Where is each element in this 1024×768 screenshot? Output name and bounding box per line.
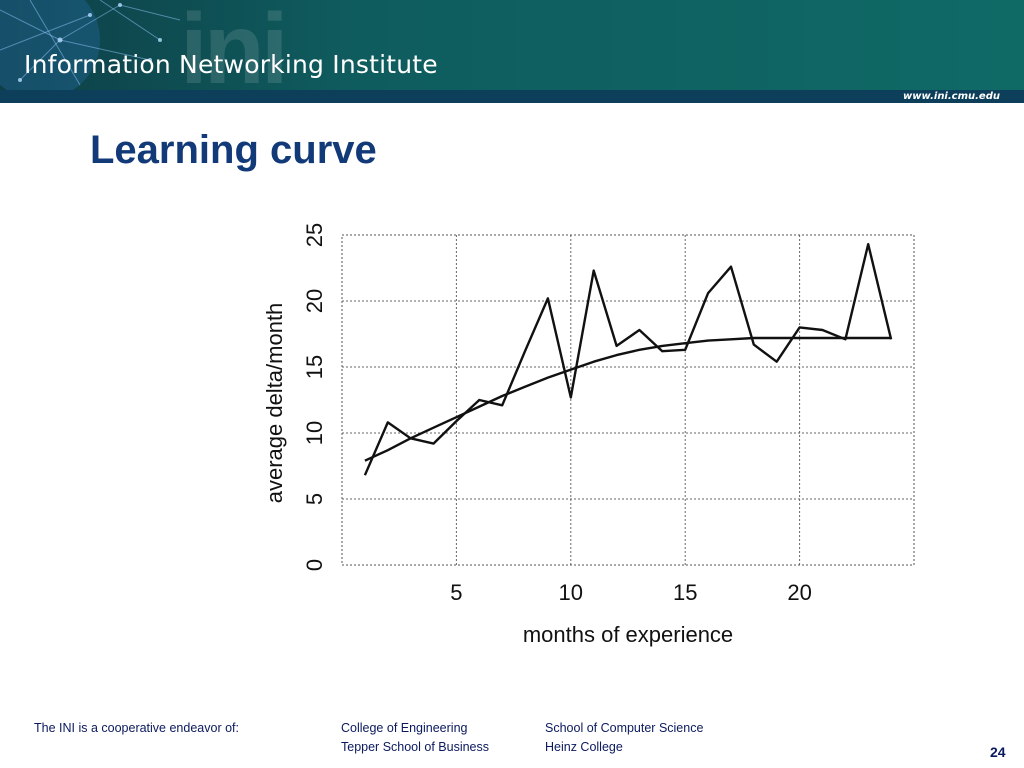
page-number: 24	[990, 744, 1006, 760]
footer-college-engineering[interactable]: College of Engineering	[341, 721, 468, 735]
x-tick-label-15: 15	[673, 580, 697, 605]
y-tick-label-25: 25	[302, 223, 327, 247]
ini-logo-watermark: ini	[180, 0, 289, 90]
network-globe-icon	[0, 0, 181, 90]
y-axis-label: average delta/month	[262, 303, 287, 504]
chart-grid	[342, 234, 914, 566]
y-tick-labels: 0 5 10 15 20 25	[302, 223, 327, 571]
y-tick-label-10: 10	[302, 421, 327, 445]
header-strip: www.ini.cmu.edu	[0, 90, 1024, 103]
slide-title: Learning curve	[90, 128, 377, 172]
footer-tepper[interactable]: Tepper School of Business	[341, 740, 490, 754]
x-tick-label-10: 10	[559, 580, 583, 605]
website-url[interactable]: www.ini.cmu.edu	[903, 91, 1000, 102]
header-banner: ini Information Networking Institute	[0, 0, 1024, 90]
y-tick-label-15: 15	[302, 355, 327, 379]
x-tick-label-20: 20	[787, 580, 811, 605]
footer-heinz[interactable]: Heinz College	[545, 740, 623, 754]
x-axis-label: months of experience	[523, 622, 733, 647]
y-tick-label-0: 0	[302, 559, 327, 571]
y-tick-label-20: 20	[302, 289, 327, 313]
plot-border	[341, 234, 915, 566]
x-tick-label-5: 5	[450, 580, 462, 605]
series-line-smooth	[364, 336, 892, 462]
footer-intro: The INI is a cooperative endeavor of:	[34, 721, 239, 735]
x-tick-labels: 5 10 15 20	[450, 580, 812, 605]
y-tick-label-5: 5	[302, 493, 327, 505]
footer-scs[interactable]: School of Computer Science	[545, 721, 704, 735]
chart-series	[363, 243, 893, 476]
institute-name: Information Networking Institute	[24, 50, 438, 79]
chart-frame	[341, 234, 915, 566]
series-line-jagged	[363, 243, 893, 476]
